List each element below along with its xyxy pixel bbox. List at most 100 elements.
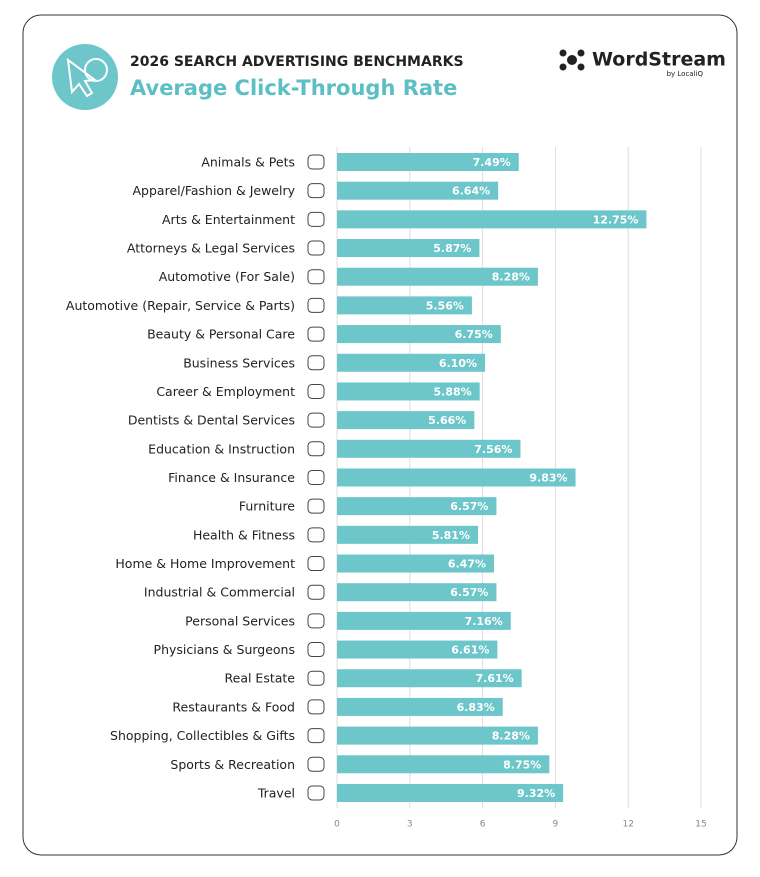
category-label: Furniture: [239, 499, 295, 514]
value-label: 5.88%: [434, 385, 472, 398]
category-icon: [307, 527, 325, 543]
category-icon: [307, 613, 325, 629]
category-label: Personal Services: [185, 613, 295, 628]
value-label: 7.16%: [465, 615, 503, 628]
category-label: Career & Employment: [156, 384, 295, 399]
category-icon: [307, 412, 325, 428]
category-icon: [307, 670, 325, 686]
category-icon: [307, 355, 325, 371]
category-icon: [307, 469, 325, 485]
category-label: Business Services: [183, 355, 295, 370]
x-tick-label: 15: [695, 820, 706, 830]
category-icon: [307, 699, 325, 715]
category-icon: [307, 642, 325, 658]
category-icon: [307, 728, 325, 744]
bar: [337, 525, 478, 544]
value-label: 7.49%: [473, 156, 511, 169]
supertitle: 2026 SEARCH ADVERTISING BENCHMARKS: [130, 54, 464, 70]
category-label: Restaurants & Food: [172, 699, 295, 714]
category-icon: [307, 297, 325, 313]
category-label: Industrial & Commercial: [144, 585, 295, 600]
bar: [337, 583, 497, 602]
x-tick-label: 12: [622, 820, 633, 830]
category-icon: [307, 584, 325, 600]
bar: [337, 353, 486, 372]
bar: [337, 783, 564, 802]
bar: [337, 439, 521, 458]
category-icon: [307, 211, 325, 227]
value-label: 9.32%: [517, 787, 555, 800]
bar: [337, 181, 499, 200]
category-label: Health & Fitness: [193, 527, 295, 542]
category-label: Finance & Insurance: [168, 470, 295, 485]
category-icon: [307, 326, 325, 342]
category-label: Automotive (For Sale): [159, 269, 295, 284]
category-icon: [307, 785, 325, 801]
value-label: 6.47%: [448, 558, 486, 571]
category-label: Sports & Recreation: [170, 757, 295, 772]
bar: [337, 497, 497, 516]
bar: [337, 697, 503, 716]
category-label: Physicians & Surgeons: [154, 642, 295, 657]
value-label: 6.83%: [457, 701, 495, 714]
category-icon: [307, 154, 325, 170]
category-label: Beauty & Personal Care: [147, 327, 295, 342]
category-icon: [307, 269, 325, 285]
value-label: 12.75%: [593, 213, 639, 226]
value-label: 6.75%: [455, 328, 493, 341]
percent-badge: [84, 58, 108, 82]
brand-sub: by LocaliQ: [667, 70, 704, 78]
category-icon: [307, 498, 325, 514]
value-label: 6.57%: [450, 586, 488, 599]
bar: [337, 382, 480, 401]
value-label: 5.81%: [432, 529, 470, 542]
value-label: 7.61%: [475, 672, 513, 685]
value-label: 5.56%: [426, 299, 464, 312]
category-icon: [307, 441, 325, 457]
value-label: 8.75%: [503, 758, 541, 771]
value-label: 6.10%: [439, 357, 477, 370]
value-label: 5.87%: [433, 242, 471, 255]
bar: [337, 210, 647, 229]
category-icon: [307, 240, 325, 256]
x-tick-label: 3: [407, 820, 413, 830]
bar: [337, 411, 475, 430]
x-tick-label: 9: [553, 820, 559, 830]
brand: WordStream: [592, 49, 726, 71]
bar: [337, 153, 519, 171]
value-label: 7.56%: [474, 443, 512, 456]
category-label: Apparel/Fashion & Jewelry: [133, 183, 296, 198]
value-label: 9.83%: [529, 471, 567, 484]
bar: [337, 755, 550, 774]
category-label: Dentists & Dental Services: [128, 413, 295, 428]
chart-title: Average Click-Through Rate: [130, 76, 457, 100]
category-icon: [307, 383, 325, 399]
bar: [337, 726, 538, 745]
bar: [337, 640, 498, 659]
category-label: Real Estate: [225, 671, 296, 686]
category-icon: [307, 183, 325, 199]
category-label: Travel: [257, 785, 295, 800]
category-label: Attorneys & Legal Services: [127, 241, 295, 256]
category-label: Arts & Entertainment: [162, 212, 295, 227]
category-label: Shopping, Collectibles & Gifts: [110, 728, 295, 743]
bar: [337, 468, 576, 487]
bar: [337, 325, 501, 344]
bar: [337, 611, 511, 630]
bar: [337, 669, 522, 688]
x-tick-label: 6: [480, 820, 486, 830]
category-icon: [307, 556, 325, 572]
bar: [337, 267, 538, 286]
bar: [337, 296, 472, 315]
value-label: 6.61%: [451, 644, 489, 657]
bar: [337, 239, 480, 258]
value-label: 8.28%: [492, 730, 530, 743]
brand-mark: [559, 49, 585, 71]
category-label: Animals & Pets: [201, 155, 295, 170]
bar: [337, 554, 495, 573]
value-label: 5.66%: [428, 414, 466, 427]
category-icon: [307, 756, 325, 772]
category-label: Home & Home Improvement: [115, 556, 295, 571]
